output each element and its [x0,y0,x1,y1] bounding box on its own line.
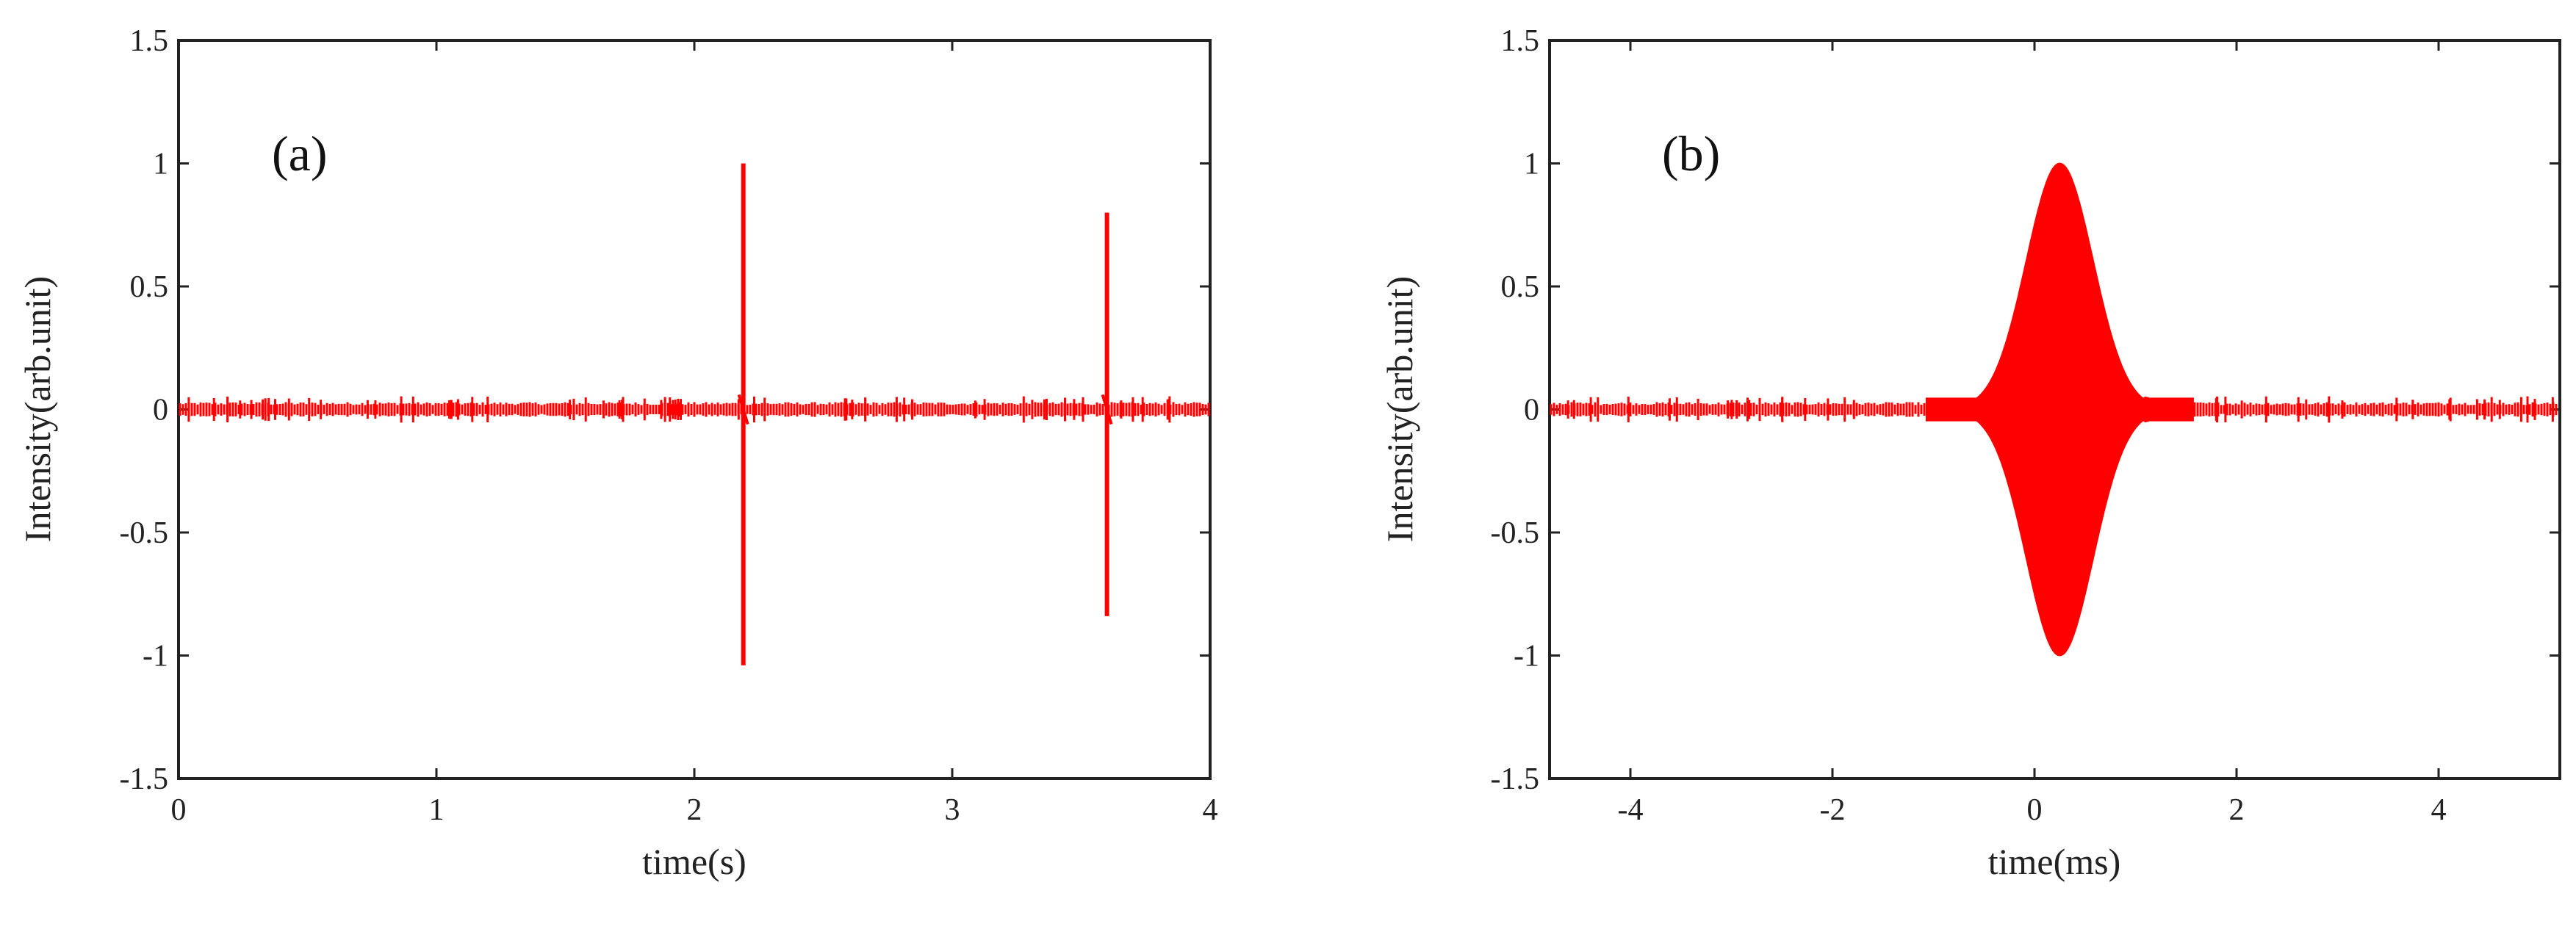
x-tick-label: 2 [687,793,702,827]
y-tick-label: 0 [153,394,168,427]
y-axis-label-b: Intensity(arb.unit) [1379,276,1420,542]
y-tick-label: -1 [143,640,168,674]
y-tick-label: 1.5 [1501,24,1540,58]
x-axis-label-b: time(ms) [1988,841,2121,882]
x-tick-label: 4 [1203,793,1218,827]
series-a [179,163,1210,665]
x-tick-label: 2 [2229,793,2245,827]
x-tick-label: 3 [945,793,960,827]
y-tick-label: 1.5 [130,24,169,58]
x-tick-label: 0 [2027,793,2043,827]
spike-base [1101,394,1113,425]
panel-label-a: (a) [272,126,327,181]
pulse-envelope [1925,162,2194,657]
chart-panel-a: 1.510.50-0.5-1-1.50 1 2 3 4 (a) time(s) Inte… [17,24,1218,882]
y-tick-label: -0.5 [120,516,169,550]
panel-label-b: (b) [1662,126,1720,181]
ticks-b: 1.5 1 0.5 0 -0.5 -1 -1.5 -4 -2 0 2 4 [1491,24,2560,827]
spike-base [737,394,749,425]
y-tick-label: 0.5 [1501,270,1540,304]
y-tick-label: -0.5 [1491,516,1540,550]
x-tick-label: 0 [171,793,187,827]
y-tick-label: -1.5 [120,762,169,796]
series-b [1550,162,2558,657]
y-tick-label: 0 [1524,394,1539,427]
y-axis-label-a: Intensity(arb.unit) [17,276,58,542]
y-tick-label: -1.5 [1491,762,1540,796]
ticks-a: 1.510.50-0.5-1-1.50 1 2 3 4 [120,24,1218,827]
x-tick-label: 4 [2431,793,2447,827]
y-tick-label: 1 [153,148,168,181]
x-axis-label-a: time(s) [642,841,746,882]
y-tick-label: 0.5 [130,270,169,304]
x-tick-label: -2 [1820,793,1846,827]
x-tick-label: -4 [1618,793,1644,827]
baseline-noise [179,396,1210,423]
chart-panel-b: 1.5 1 0.5 0 -0.5 -1 -1.5 -4 -2 0 2 4 (b) time(ms) I… [1379,24,2561,882]
x-tick-label: 1 [429,793,445,827]
y-tick-label: 1 [1524,148,1539,181]
y-tick-label: -1 [1514,640,1539,674]
